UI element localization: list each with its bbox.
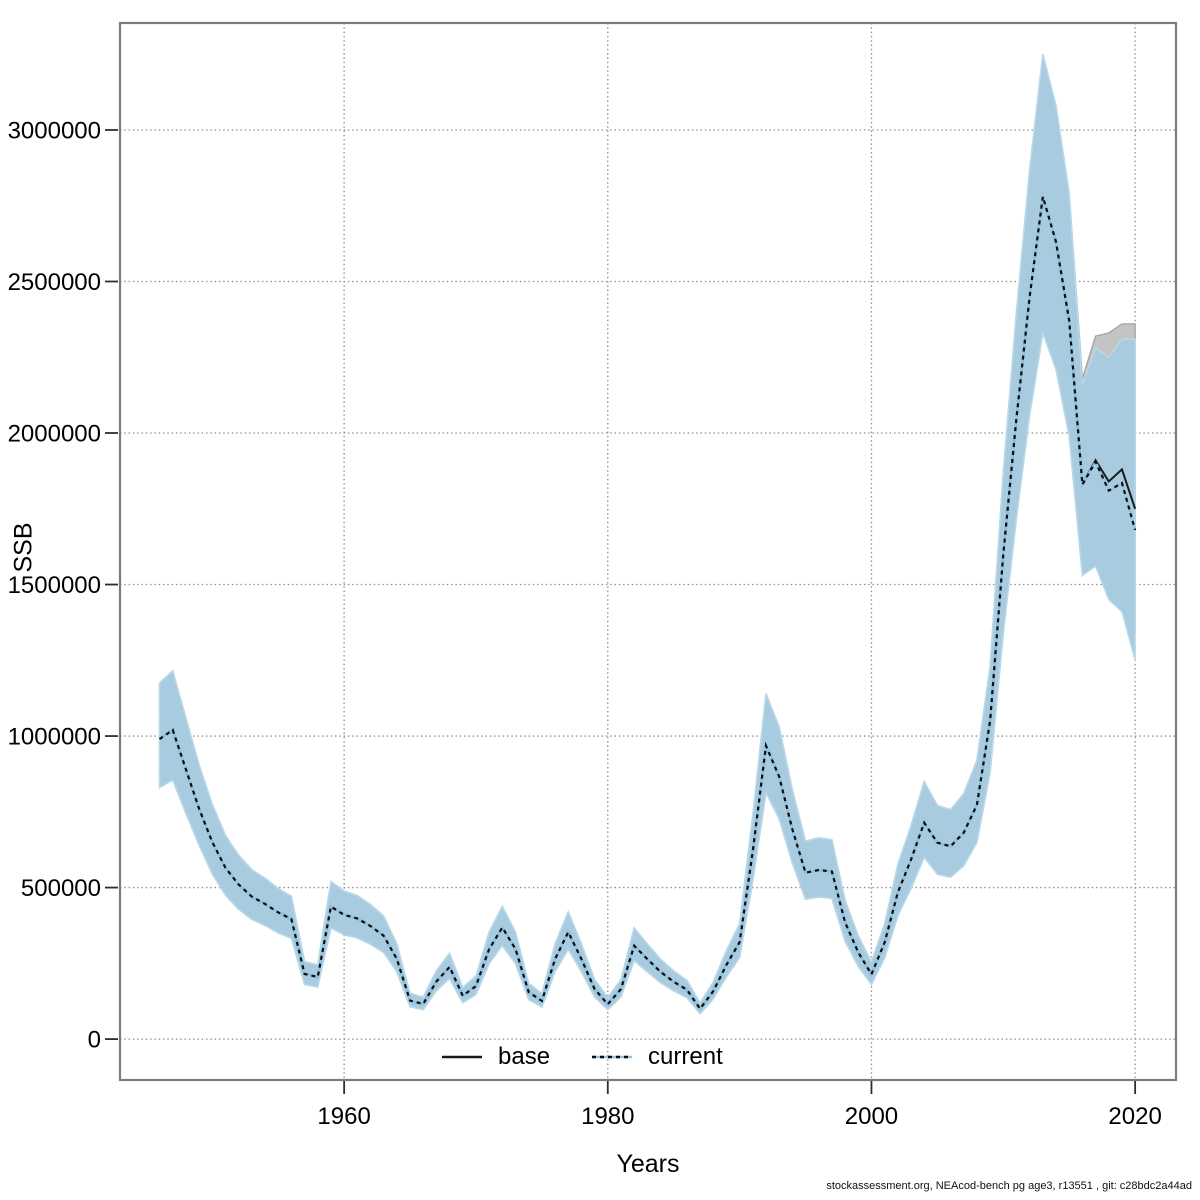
y-tick-label: 2000000 [8,421,101,448]
y-tick-label: 0 [88,1027,101,1054]
x-tick-label: 1960 [317,1103,370,1130]
y-tick-label: 500000 [21,875,101,902]
legend-item-current: current [591,1045,723,1069]
current-median-line [158,196,1137,1011]
y-tick-label: 1500000 [8,572,101,599]
y-axis-title: SSB [9,522,38,573]
y-tick-label: 3000000 [8,117,101,144]
plot-border [118,21,1178,1082]
legend: base current [441,1042,723,1072]
legend-item-base: base [441,1045,550,1069]
y-tick-label: 2500000 [8,269,101,296]
footer-text: stockassessment.org, NEAcod-bench pg age… [826,1180,1192,1192]
x-axis-title: Years [616,1150,680,1178]
x-tick-label: 2020 [1108,1103,1161,1130]
legend-base-label: base [498,1043,551,1070]
legend-current-line-sample [592,1055,633,1059]
y-tick-label: 1000000 [8,724,101,751]
x-tick-label: 1980 [581,1103,634,1130]
ci-band-current [158,54,1136,1015]
legend-base-line-sample [442,1055,482,1059]
ci-band-base [158,54,1136,1015]
x-tick-label: 2000 [845,1103,898,1130]
legend-current-label: current [648,1043,723,1070]
